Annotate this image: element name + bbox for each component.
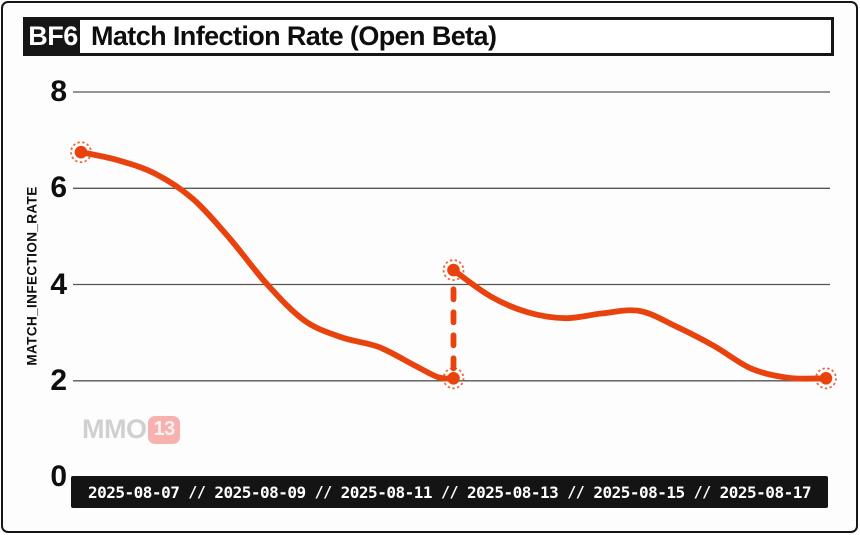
x-axis-date-bar: 2025-08-07 // 2025-08-09 // 2025-08-11 // 2025…: [71, 476, 828, 508]
chart-title: Match Infection Rate (Open Beta): [91, 21, 497, 51]
data-point-ring: [442, 367, 465, 390]
x-tick-label-2025-08-11: 2025-08-11: [340, 482, 433, 502]
bf6-badge: BF6: [26, 20, 80, 53]
data-point-ring: [70, 141, 92, 164]
data-point-marker: [447, 372, 460, 385]
infection-rate-line-segment_2: [450, 267, 829, 382]
y-tick-label-2: 2: [50, 363, 67, 397]
x-tick-separator: //: [188, 483, 206, 501]
x-tick-label-2025-08-07: 2025-08-07: [88, 482, 180, 502]
y-tick-label-0: 0: [50, 460, 67, 493]
x-tick-label-2025-08-13: 2025-08-13: [466, 482, 559, 502]
data-point-marker: [447, 263, 460, 277]
chart-title-bar: BF6 Match Infection Rate (Open Beta): [23, 17, 834, 56]
data-point-marker: [74, 145, 88, 159]
y-tick-label-6: 6: [50, 171, 67, 205]
watermark-mmo13: MMO 13: [82, 414, 180, 445]
x-tick-separator: //: [440, 483, 459, 501]
y-tick-label-4: 4: [50, 267, 67, 301]
data-point-ring: [815, 367, 837, 390]
x-tick-separator: //: [314, 483, 333, 501]
data-point-ring: [442, 259, 465, 282]
chart-canvas: [70, 91, 837, 390]
x-tick-label-2025-08-17: 2025-08-17: [719, 482, 812, 502]
x-tick-label-2025-08-15: 2025-08-15: [593, 482, 685, 502]
watermark-13-badge: 13: [148, 415, 180, 444]
data-point-marker: [819, 372, 833, 385]
x-tick-separator: //: [567, 483, 585, 501]
watermark-mmo-text: MMO: [82, 414, 147, 444]
infection-rate-line-segment_1: [78, 149, 457, 382]
y-tick-label-8: 8: [50, 75, 67, 108]
x-tick-label-2025-08-09: 2025-08-09: [214, 482, 306, 502]
x-tick-separator: //: [693, 483, 712, 501]
